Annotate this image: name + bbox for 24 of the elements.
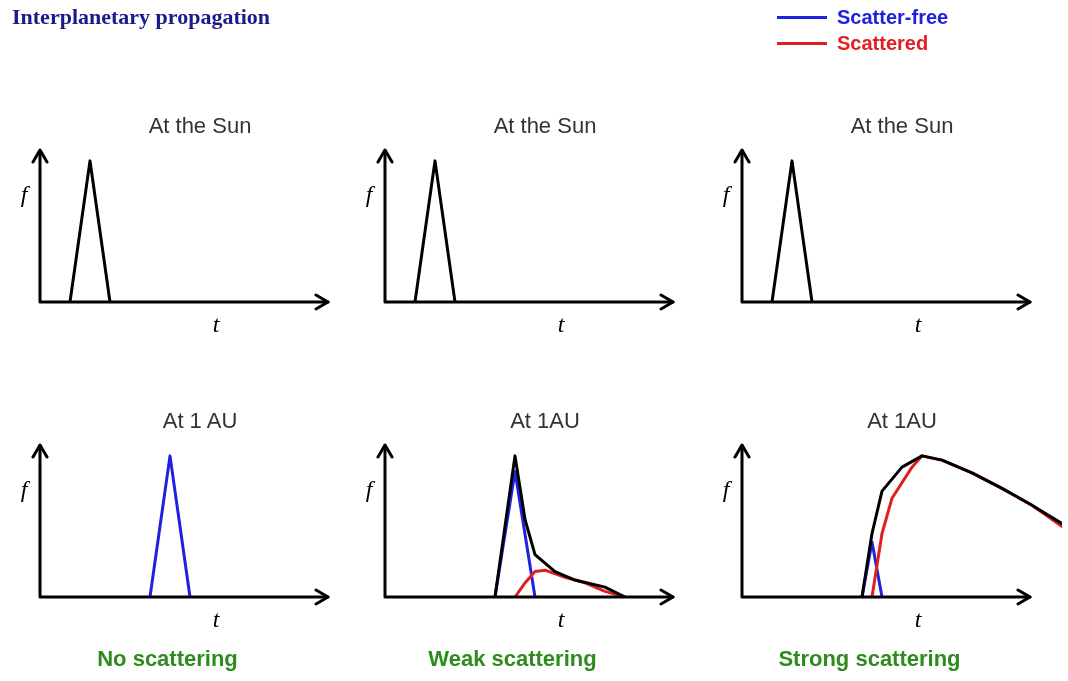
y-axis-title: f xyxy=(20,180,31,207)
x-axis-title: t xyxy=(557,606,566,633)
text: Interplanetary propagation xyxy=(12,4,271,30)
text: No scattering xyxy=(96,646,239,672)
y-axis-title: f xyxy=(722,475,733,502)
x-axis-title: t xyxy=(557,311,566,338)
x-axis-title: t xyxy=(212,311,221,338)
chart-title: At 1AU xyxy=(867,408,937,434)
chart-title: At the Sun xyxy=(850,113,954,139)
x-axis-title: t xyxy=(212,606,221,633)
text: Strong scattering xyxy=(777,646,962,672)
chart-title: At the Sun xyxy=(493,113,597,139)
legend-label: Scatter-free xyxy=(837,5,949,29)
text: Weak scattering xyxy=(427,646,598,672)
x-axis-title: t xyxy=(914,311,923,338)
y-axis-title: f xyxy=(365,475,376,502)
y-axis-title: f xyxy=(20,475,31,502)
y-axis-title: f xyxy=(722,180,733,207)
y-axis-title: f xyxy=(365,180,376,207)
x-axis-title: t xyxy=(914,606,923,633)
legend-label: Scattered xyxy=(837,31,929,55)
chart-title: At 1AU xyxy=(510,408,580,434)
chart-title: At the Sun xyxy=(148,113,252,139)
chart-title: At 1 AU xyxy=(162,408,238,434)
